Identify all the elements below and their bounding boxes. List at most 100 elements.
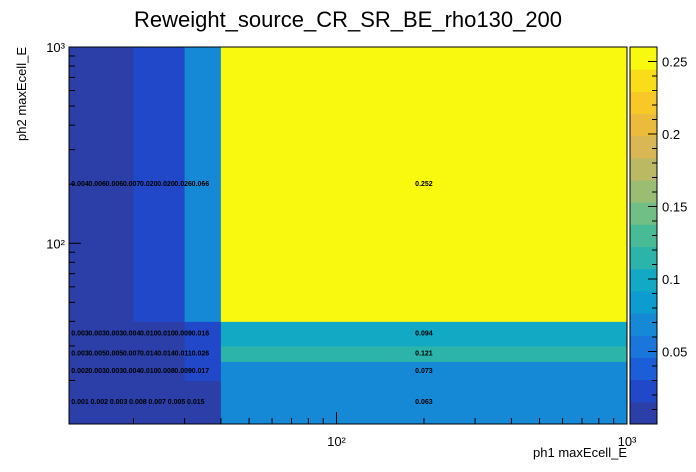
heatmap-cell: [120, 47, 134, 322]
colorbar-segment: [630, 313, 657, 336]
cell-value-label: 0.004: [123, 368, 141, 375]
colorbar-label: 0.1: [662, 272, 680, 287]
cell-value-label: 0.006: [106, 181, 124, 188]
heatmap-cell: [161, 345, 186, 362]
heatmap-cell: [88, 47, 106, 322]
cell-value-label: 0.094: [415, 331, 433, 338]
cell-value-label: 0.003: [88, 331, 106, 338]
heatmap-cell: [145, 361, 163, 381]
heatmap-cell: [184, 345, 222, 362]
x-tick-label: 10³: [618, 434, 637, 449]
heatmap-cell: [184, 361, 222, 381]
heatmap-cell: [69, 345, 89, 362]
heatmap-cell: [161, 321, 186, 347]
heatmap-cell: [105, 321, 121, 347]
cell-value-label: 0.026: [174, 181, 192, 188]
heatmap-cell: [133, 345, 146, 362]
heatmap-cell: [220, 321, 628, 347]
heatmap-cell: [69, 321, 89, 347]
cell-value-label: 0.066: [192, 181, 210, 188]
cell-value-label: 0.003: [106, 331, 124, 338]
colorbar-segment: [630, 91, 657, 115]
chart-title: Reweight_source_CR_SR_BE_rho130_200: [134, 7, 562, 32]
cell-value-label: 0.007: [123, 351, 141, 358]
colorbar-segment: [630, 335, 657, 358]
cell-value-label: 0.003: [110, 399, 128, 406]
cell-value-label: 0.003: [71, 331, 89, 338]
heatmap-cell: [120, 321, 134, 347]
colorbar-label: 0.15: [662, 200, 687, 215]
cell-value-label: 0.020: [140, 181, 158, 188]
heatmap-cell: [220, 361, 628, 381]
cell-value-label: 0.063: [415, 399, 433, 406]
color-scale-labels: 0.05 0.1 0.15 0.2 0.25: [648, 55, 687, 410]
cell-value-label: 0.016: [192, 331, 210, 338]
cell-value-label: 0.014: [140, 351, 158, 358]
heatmap-cell: [133, 361, 146, 381]
cell-value-label: 0.002: [91, 399, 109, 406]
heatmap-cell: [105, 361, 121, 381]
heatmap-cell: [69, 47, 89, 322]
colorbar-segment: [630, 47, 657, 70]
colorbar-label: 0.25: [662, 55, 687, 70]
cell-value-labels: 0.001 0.002 0.003 0.008 0.007 0.005 0.015 0.063…: [71, 181, 433, 406]
heatmap-cell: [105, 47, 121, 322]
heatmap-cell: [145, 345, 163, 362]
heatmap-cell: [145, 321, 163, 347]
cell-value-label: 0.017: [192, 368, 210, 375]
colorbar-segment: [630, 202, 657, 225]
cell-value-label: 0.005: [88, 351, 106, 358]
colorbar-segment: [630, 180, 657, 203]
x-axis-label: ph1 maxEcell_E: [533, 445, 627, 460]
cell-value-label: 0.003: [88, 368, 106, 375]
heatmap-cell: [145, 380, 163, 425]
heatmap-cell: [88, 380, 106, 425]
cell-value-label: 0.008: [129, 399, 147, 406]
heatmap-cell: [120, 380, 134, 425]
heatmap-cell: [220, 380, 628, 425]
colorbar-segment: [630, 268, 657, 292]
heatmap-cell: [133, 380, 146, 425]
plot-frame: [68, 46, 628, 425]
x-tick-label: 10²: [327, 434, 346, 449]
cell-value-label: 0.009: [174, 368, 192, 375]
color-scale-bar: [629, 46, 658, 425]
heatmap-cell: [184, 321, 222, 347]
cell-value-label: 0.010: [140, 368, 158, 375]
heatmap-cell: [133, 321, 146, 347]
cell-value-label: 0.001: [71, 399, 89, 406]
cell-value-label: 0.014: [157, 351, 175, 358]
colorbar-segment: [630, 157, 657, 181]
cell-value-label: 0.002: [71, 368, 89, 375]
cell-value-label: 0.004: [123, 331, 141, 338]
colorbar-segment: [630, 290, 657, 314]
heatmap-cell: [184, 380, 222, 425]
cell-value-label: 0.252: [415, 181, 433, 188]
x-axis-ticks: 10² 10³: [132, 412, 637, 449]
cell-value-label: 0.020: [157, 181, 175, 188]
heatmap-cell: [133, 47, 146, 322]
heatmap-cell: [88, 361, 106, 381]
heatmap-cell: [161, 47, 186, 322]
colorbar-segment: [630, 224, 657, 248]
heatmap-cell: [88, 345, 106, 362]
colorbar-segment: [630, 357, 657, 381]
heatmap-cell: [220, 47, 628, 322]
cell-value-label: 0.004: [71, 181, 89, 188]
colorbar-segment: [630, 246, 657, 270]
colorbar-segment: [630, 401, 657, 425]
cell-value-label: 0.010: [140, 331, 158, 338]
heatmap-cell: [120, 345, 134, 362]
cell-value-label: 0.008: [157, 368, 175, 375]
cell-value-label: 0.006: [88, 181, 106, 188]
y-tick-label: 10³: [46, 40, 65, 55]
cell-value-label: 0.005: [168, 399, 186, 406]
heatmap-cell: [161, 361, 186, 381]
heatmap-cell: [105, 345, 121, 362]
y-tick-label: 10²: [46, 236, 65, 251]
heatmap-cell: [88, 321, 106, 347]
colorbar-segment: [630, 69, 657, 92]
colorbar-segment: [630, 379, 657, 403]
cell-value-label: 0.003: [71, 351, 89, 358]
